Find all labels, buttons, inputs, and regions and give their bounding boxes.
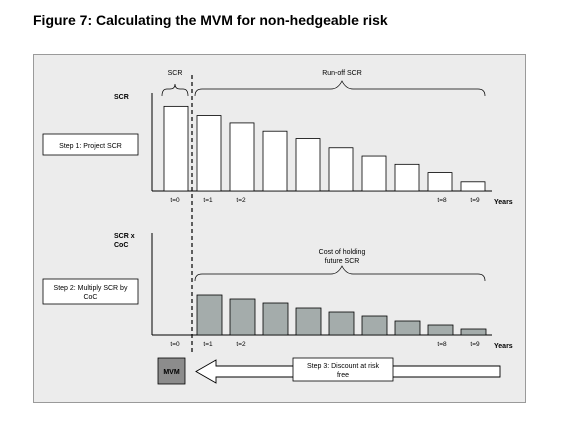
coc-bar-t=5 (328, 311, 355, 336)
top-tick-t8: t=8 (437, 197, 447, 204)
top-tick-t0: t=0 (170, 197, 180, 204)
coc-bar-t=2 (229, 298, 256, 336)
bottom-tick-t8: t=8 (437, 341, 447, 348)
scr-bar-t=2 (229, 122, 255, 192)
step3-box (292, 357, 394, 382)
scr-bar-t=7 (394, 163, 420, 192)
bottom-tick-t1: t=1 (203, 341, 213, 348)
scr-bar-t=3 (262, 130, 288, 192)
coc-bar-t=4 (295, 307, 322, 336)
step1-box (42, 133, 139, 156)
top-x-axis-label: Years (494, 199, 513, 206)
bottom-chart: SCR x CoC Years Step 2: Multiply SCR by … (42, 233, 513, 350)
scr-bar-t=6 (361, 155, 387, 192)
brace-cost-label-line2: future SCR (325, 258, 360, 265)
coc-bar-t=9 (460, 328, 487, 336)
scr-bar-t=8 (427, 172, 453, 192)
brace-scr (161, 83, 189, 97)
step1-label: Step 1: Project SCR (59, 143, 122, 150)
top-tick-t2: t=2 (236, 197, 246, 204)
bottom-tick-t9: t=9 (470, 341, 480, 348)
bottom-y-axis-label-1: SCR x (114, 233, 135, 240)
scr-bar-t=9 (460, 181, 486, 192)
brace-runoff-label: Run-off SCR (322, 70, 362, 77)
bottom-tick-t2: t=2 (236, 341, 246, 348)
top-tick-t9: t=9 (470, 197, 480, 204)
top-y-axis-label: SCR (114, 94, 129, 101)
top-chart: SCR Years Step 1: Project SCR SCR Run-of… (42, 70, 513, 206)
brace-runoff (194, 80, 486, 97)
coc-bar-t=7 (394, 320, 421, 336)
scr-bar-t=1 (196, 115, 222, 192)
figure-title: Figure 7: Calculating the MVM for non-he… (33, 12, 388, 28)
coc-bar-t=1 (196, 294, 223, 336)
step2-box (42, 278, 139, 305)
brace-cost-of-holding (194, 265, 486, 282)
top-bars (163, 105, 486, 192)
scr-bar-t=4 (295, 138, 321, 192)
mvm-box (157, 357, 186, 385)
top-tick-t1: t=1 (203, 197, 213, 204)
bottom-bars (196, 294, 487, 336)
step3-label-line2: free (337, 372, 349, 379)
bottom-tick-t0: t=0 (170, 341, 180, 348)
step3-label-line1: Step 3: Discount at risk (307, 363, 379, 370)
coc-bar-t=8 (427, 324, 454, 336)
scr-bar-t=5 (328, 147, 354, 192)
step2-label-line1: Step 2: Multiply SCR by (54, 285, 128, 292)
mvm-diagram: SCR Years Step 1: Project SCR SCR Run-of… (42, 70, 513, 385)
bottom-x-axis-label: Years (494, 343, 513, 350)
mvm-label: MVM (163, 369, 180, 376)
coc-bar-t=3 (262, 302, 289, 336)
coc-bar-t=6 (361, 315, 388, 336)
diagram-panel: SCR Years Step 1: Project SCR SCR Run-of… (33, 54, 526, 403)
brace-cost-label-line1: Cost of holding (319, 249, 366, 256)
step2-label-line2: CoC (83, 294, 97, 301)
scr-bar-t=0 (163, 105, 189, 192)
bottom-y-axis-label-2: CoC (114, 242, 128, 249)
brace-scr-label: SCR (168, 70, 183, 77)
